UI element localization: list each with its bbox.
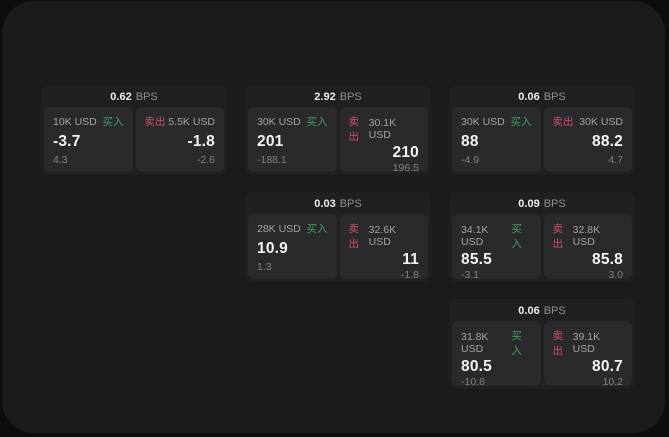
bps-value: 0.06	[518, 91, 540, 103]
buy-sub-value: 1.3	[257, 261, 272, 273]
sell-price: 11	[402, 251, 419, 268]
sell-price: -1.8	[187, 132, 215, 150]
bps-header: 0.06 BPS	[452, 88, 632, 107]
quote-card-body: 30K USD 买入 88 -4.9 卖出 30K USD 88.2 4.7	[452, 107, 632, 172]
bps-value: 0.62	[110, 91, 132, 103]
sell-sub-value: 3.0	[608, 269, 623, 281]
sell-price: 85.8	[592, 251, 623, 268]
quote-card: 0.06 BPS 30K USD 买入 88 -4.9 卖出 30K USD	[449, 85, 635, 175]
buy-amount: 30K USD	[257, 115, 301, 128]
sell-price: 80.7	[592, 358, 623, 375]
buy-sub-value: -188.1	[257, 154, 287, 166]
buy-amount: 28K USD	[257, 222, 301, 235]
buy-amount: 31.8K USD	[461, 331, 489, 355]
bps-unit: BPS	[543, 198, 566, 210]
sell-panel[interactable]: 卖出 32.6K USD 11 -1.8	[339, 214, 428, 281]
quote-card-body: 30K USD 买入 201 -188.1 卖出 30.1K USD 210 1…	[248, 107, 428, 174]
buy-panel[interactable]: 30K USD 买入 88 -4.9	[452, 107, 541, 172]
buy-sub-value: 4.3	[53, 154, 68, 166]
sell-side-label: 卖出	[348, 116, 360, 143]
buy-panel[interactable]: 30K USD 买入 201 -188.1	[248, 107, 337, 172]
buy-panel[interactable]: 10K USD 买入 -3.7 4.3	[44, 107, 133, 172]
quote-cards-grid: 0.62 BPS 10K USD 买入 -3.7 4.3 卖出 5.5K USD	[41, 85, 635, 389]
sell-sub-value: 4.7	[608, 154, 623, 166]
quote-card: 0.03 BPS 28K USD 买入 10.9 1.3 卖出 32.6K US…	[245, 192, 431, 282]
quote-card-body: 31.8K USD 买入 80.5 -10.8 卖出 39.1K USD 80.…	[452, 321, 632, 388]
buy-price: 10.9	[257, 239, 288, 257]
bps-unit: BPS	[543, 91, 566, 103]
bps-value: 0.03	[314, 198, 336, 210]
sell-amount: 32.6K USD	[368, 224, 397, 248]
bps-value: 0.06	[518, 305, 540, 317]
sell-price: 210	[392, 144, 419, 161]
buy-panel[interactable]: 34.1K USD 买入 85.5 -3.1	[452, 214, 541, 281]
buy-side-label: 买入	[511, 223, 522, 250]
app-window: 0.62 BPS 10K USD 买入 -3.7 4.3 卖出 5.5K USD	[2, 1, 665, 433]
bps-unit: BPS	[339, 91, 362, 103]
sell-panel[interactable]: 卖出 32.8K USD 85.8 3.0	[543, 214, 632, 281]
buy-price: 80.5	[461, 358, 492, 375]
buy-side-label: 买入	[511, 330, 522, 357]
buy-amount: 10K USD	[53, 115, 97, 128]
bps-unit: BPS	[135, 91, 158, 103]
sell-side-label: 卖出	[552, 330, 564, 357]
bps-value: 2.92	[314, 91, 336, 103]
sell-sub-value: 196.5	[392, 162, 419, 174]
quote-card: 0.06 BPS 31.8K USD 买入 80.5 -10.8 卖出 39.1…	[449, 299, 635, 389]
sell-price: 88.2	[592, 132, 623, 150]
sell-sub-value: 10.2	[602, 376, 623, 388]
buy-sub-value: -10.8	[461, 376, 485, 388]
buy-side-label: 买入	[306, 116, 328, 128]
sell-sub-value: -1.8	[400, 269, 419, 281]
buy-price: 88	[461, 132, 479, 150]
buy-panel[interactable]: 28K USD 买入 10.9 1.3	[248, 214, 337, 279]
buy-sub-value: -3.1	[461, 269, 480, 281]
sell-amount: 5.5K USD	[168, 115, 215, 128]
bps-header: 2.92 BPS	[248, 88, 428, 107]
bps-unit: BPS	[339, 198, 362, 210]
sell-amount: 30K USD	[579, 115, 623, 128]
sell-side-label: 卖出	[552, 223, 564, 250]
sell-panel[interactable]: 卖出 30.1K USD 210 196.5	[339, 107, 428, 174]
buy-price: 201	[257, 132, 284, 150]
buy-side-label: 买入	[102, 116, 124, 128]
sell-amount: 30.1K USD	[368, 117, 397, 141]
bps-value: 0.09	[518, 198, 540, 210]
sell-side-label: 卖出	[552, 116, 574, 128]
sell-panel[interactable]: 卖出 30K USD 88.2 4.7	[543, 107, 632, 172]
sell-side-label: 卖出	[348, 223, 360, 250]
buy-panel[interactable]: 31.8K USD 买入 80.5 -10.8	[452, 321, 541, 388]
quote-card: 0.62 BPS 10K USD 买入 -3.7 4.3 卖出 5.5K USD	[41, 85, 227, 175]
quote-card: 2.92 BPS 30K USD 买入 201 -188.1 卖出 30.1K …	[245, 85, 431, 175]
sell-side-label: 卖出	[144, 116, 166, 128]
quote-card: 0.09 BPS 34.1K USD 买入 85.5 -3.1 卖出 32.8K…	[449, 192, 635, 282]
sell-amount: 39.1K USD	[572, 331, 601, 355]
bps-header: 0.09 BPS	[452, 195, 632, 214]
quote-card-body: 34.1K USD 买入 85.5 -3.1 卖出 32.8K USD 85.8…	[452, 214, 632, 281]
bps-unit: BPS	[543, 305, 566, 317]
sell-panel[interactable]: 卖出 5.5K USD -1.8 -2.6	[135, 107, 224, 172]
buy-amount: 34.1K USD	[461, 224, 489, 248]
bps-header: 0.06 BPS	[452, 302, 632, 321]
buy-price: -3.7	[53, 132, 81, 150]
buy-side-label: 买入	[510, 116, 532, 128]
buy-side-label: 买入	[306, 223, 328, 235]
quote-card-body: 28K USD 买入 10.9 1.3 卖出 32.6K USD 11 -1.8	[248, 214, 428, 281]
quote-card-body: 10K USD 买入 -3.7 4.3 卖出 5.5K USD -1.8 -2.…	[44, 107, 224, 172]
bps-header: 0.03 BPS	[248, 195, 428, 214]
sell-amount: 32.8K USD	[572, 224, 601, 248]
buy-price: 85.5	[461, 251, 492, 268]
sell-panel[interactable]: 卖出 39.1K USD 80.7 10.2	[543, 321, 632, 388]
buy-amount: 30K USD	[461, 115, 505, 128]
bps-header: 0.62 BPS	[44, 88, 224, 107]
sell-sub-value: -2.6	[196, 154, 215, 166]
buy-sub-value: -4.9	[461, 154, 480, 166]
